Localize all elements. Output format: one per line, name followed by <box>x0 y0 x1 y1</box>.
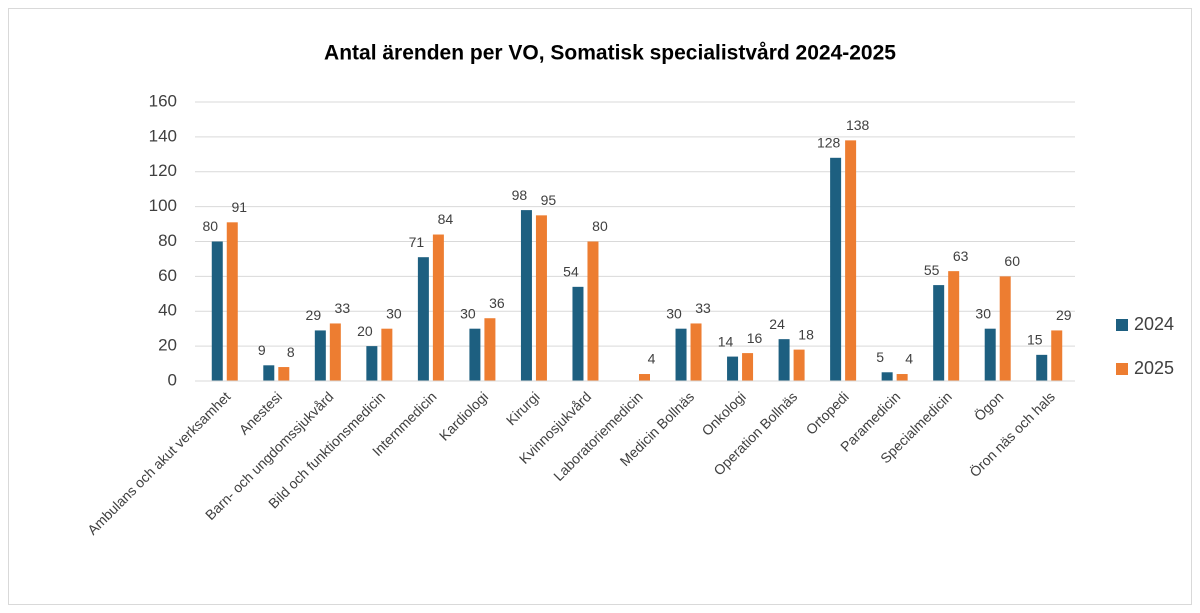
chart-title: Antal ärenden per VO, Somatisk specialis… <box>324 42 896 65</box>
bar <box>329 323 341 381</box>
data-label: 80 <box>592 218 608 234</box>
data-label: 60 <box>1004 253 1020 269</box>
data-label: 138 <box>846 117 870 133</box>
bar <box>587 241 599 381</box>
data-label: 4 <box>905 351 913 367</box>
data-label: 9 <box>258 342 266 358</box>
y-tick-label: 40 <box>158 301 177 320</box>
bar <box>314 330 326 381</box>
bar <box>572 286 584 381</box>
legend-label: 2024 <box>1134 314 1174 334</box>
data-label: 30 <box>666 305 682 321</box>
data-label: 29 <box>1056 307 1072 323</box>
bar <box>948 271 960 381</box>
bar <box>381 328 393 381</box>
data-label: 54 <box>563 264 579 280</box>
y-tick-label: 60 <box>158 266 177 285</box>
bar <box>1051 330 1063 381</box>
data-label: 20 <box>357 323 373 339</box>
data-label: 33 <box>695 300 711 316</box>
bar <box>984 328 996 381</box>
data-label: 4 <box>648 351 656 367</box>
y-tick-label: 100 <box>149 196 177 215</box>
data-label: 14 <box>718 333 734 349</box>
legend-swatch <box>1116 319 1128 331</box>
bar <box>535 215 547 381</box>
data-label: 15 <box>1027 332 1043 348</box>
y-tick-label: 120 <box>149 161 177 180</box>
bar <box>484 318 496 381</box>
chart-border <box>8 8 1192 605</box>
bar <box>742 353 754 381</box>
bar <box>1036 354 1048 381</box>
bar <box>417 257 429 381</box>
data-label: 36 <box>489 295 505 311</box>
data-label: 8 <box>287 344 295 360</box>
bar <box>366 346 378 381</box>
bar <box>999 276 1011 381</box>
legend-swatch <box>1116 363 1128 375</box>
data-label: 98 <box>512 187 528 203</box>
data-label: 55 <box>924 262 940 278</box>
data-label: 16 <box>747 330 763 346</box>
bar <box>793 349 805 381</box>
data-label: 5 <box>876 349 884 365</box>
bar <box>778 339 790 381</box>
data-label: 30 <box>460 305 476 321</box>
data-label: 18 <box>798 326 814 342</box>
data-label: 29 <box>306 307 322 323</box>
bar <box>278 367 290 381</box>
data-label: 95 <box>541 192 557 208</box>
bar <box>845 140 857 381</box>
data-label: 80 <box>202 218 218 234</box>
data-label: 84 <box>438 211 454 227</box>
bar <box>675 328 687 381</box>
data-label: 128 <box>817 135 841 151</box>
data-label: 30 <box>975 305 991 321</box>
data-label: 33 <box>335 300 351 316</box>
bar <box>639 374 650 381</box>
data-label: 71 <box>409 234 425 250</box>
data-label: 24 <box>769 316 785 332</box>
bar <box>830 157 842 381</box>
data-label: 63 <box>953 248 969 264</box>
bar <box>727 356 739 381</box>
bar <box>933 285 945 381</box>
bar <box>263 365 275 381</box>
data-label: 30 <box>386 305 402 321</box>
bar <box>881 372 893 381</box>
y-tick-label: 140 <box>149 126 177 145</box>
bar <box>432 234 444 381</box>
bar <box>211 241 223 381</box>
y-tick-label: 20 <box>158 336 177 355</box>
bar <box>469 328 481 381</box>
y-tick-label: 80 <box>158 231 177 250</box>
legend-label: 2025 <box>1134 358 1174 378</box>
y-tick-label: 160 <box>149 91 177 110</box>
bar <box>896 374 908 381</box>
bar <box>520 210 532 381</box>
bar <box>690 323 702 381</box>
data-label: 91 <box>231 199 247 215</box>
bar <box>226 222 238 381</box>
y-tick-label: 0 <box>168 370 177 389</box>
